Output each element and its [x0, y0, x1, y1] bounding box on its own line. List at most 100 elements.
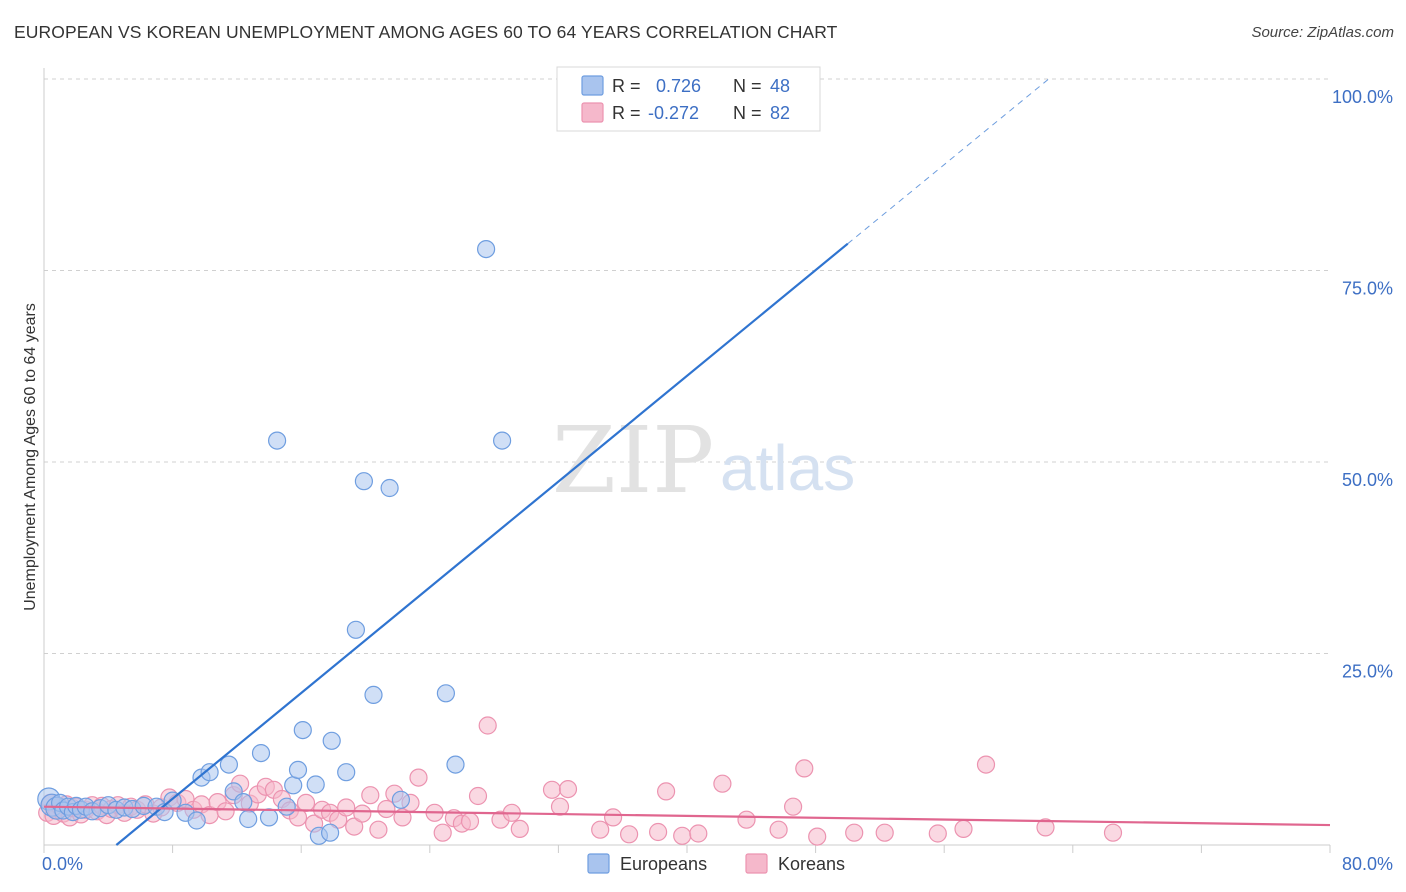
- europeans-point-31: [277, 797, 296, 816]
- y-axis-label: Unemployment Among Ages 60 to 64 years: [22, 303, 39, 611]
- koreans-point-53: [393, 808, 412, 827]
- koreans-point-81: [808, 827, 827, 846]
- europeans-point-23: [200, 763, 219, 782]
- koreans-point-82: [845, 823, 864, 842]
- legend-swatch-europeans: [581, 75, 604, 96]
- koreans-point-79: [783, 797, 803, 816]
- europeans-point-34: [293, 720, 312, 740]
- koreans-point-48: [353, 804, 372, 823]
- europeans-point-47: [477, 240, 496, 259]
- koreans-point-73: [656, 782, 676, 801]
- koreans-point-69: [591, 820, 610, 839]
- legend-r-value-europeans: 0.726: [656, 76, 701, 96]
- watermark-zip: ZIP: [552, 407, 714, 514]
- koreans-point-60: [460, 812, 480, 831]
- koreans-point-62: [478, 716, 497, 735]
- europeans-trend-extension: [847, 78, 1050, 245]
- koreans-point-40: [288, 808, 308, 827]
- koreans-point-66: [542, 780, 562, 799]
- europeans-point-32: [284, 776, 303, 795]
- chart-title: EUROPEAN VS KOREAN UNEMPLOYMENT AMONG AG…: [14, 22, 838, 42]
- axes: [43, 68, 1331, 853]
- koreans-point-49: [361, 786, 380, 805]
- legend-n-value-koreans: 82: [770, 103, 790, 123]
- koreans-point-85: [954, 819, 973, 839]
- europeans-point-48: [493, 431, 512, 450]
- bottom-legend: Europeans Koreans: [587, 853, 845, 874]
- watermark: ZIP atlas: [552, 407, 855, 514]
- europeans-point-40: [346, 620, 365, 639]
- koreans-point-83: [875, 823, 894, 842]
- europeans-point-28: [251, 743, 271, 763]
- europeans-point-21: [187, 811, 206, 830]
- europeans-point-26: [234, 792, 253, 812]
- legend-n-label-europeans: N =: [733, 76, 762, 96]
- europeans-point-30: [268, 431, 287, 450]
- y-tick-label-1: 50.0%: [1342, 470, 1393, 490]
- trend-lines: [43, 78, 1331, 846]
- koreans-point-76: [713, 774, 732, 793]
- y-tick-label-2: 75.0%: [1342, 279, 1393, 299]
- legend-r-value-koreans: -0.272: [648, 103, 699, 123]
- koreans-point-71: [619, 825, 639, 844]
- koreans-point-84: [928, 824, 947, 843]
- europeans-point-46: [446, 755, 465, 774]
- koreans-point-78: [769, 820, 788, 839]
- koreans-point-65: [510, 819, 529, 839]
- koreans-point-68: [558, 779, 578, 799]
- europeans-point-38: [322, 731, 341, 750]
- europeans-point-41: [354, 472, 373, 491]
- grid-lines: [44, 78, 1330, 654]
- europeans-points: [37, 69, 737, 845]
- y-tick-label-0: 25.0%: [1342, 662, 1393, 682]
- koreans-point-86: [976, 755, 996, 774]
- europeans-trend-line: [115, 242, 849, 846]
- watermark-atlas: atlas: [720, 432, 855, 504]
- koreans-trend-line: [43, 805, 1331, 827]
- koreans-point-51: [377, 799, 396, 819]
- europeans-point-35: [306, 775, 325, 794]
- koreans-point-87: [1036, 818, 1055, 837]
- bottom-legend-koreans: Koreans: [778, 854, 845, 874]
- tick-labels: 25.0% 50.0% 75.0% 100.0% 0.0% 80.0%: [42, 87, 1393, 874]
- source-label: Source: ZipAtlas.com: [1251, 24, 1394, 41]
- koreans-point-57: [433, 823, 452, 842]
- koreans-point-47: [345, 817, 364, 836]
- koreans-point-70: [603, 808, 623, 827]
- x-tick-label-1: 80.0%: [1342, 854, 1393, 874]
- europeans-point-45: [436, 684, 455, 703]
- koreans-point-72: [648, 822, 668, 842]
- europeans-point-29: [259, 808, 279, 827]
- koreans-point-61: [468, 786, 488, 806]
- koreans-point-31: [216, 802, 235, 821]
- legend-swatch-koreans: [581, 102, 604, 123]
- koreans-point-77: [737, 810, 756, 829]
- koreans-point-50: [369, 820, 388, 839]
- koreans-point-75: [689, 824, 708, 843]
- europeans-point-37: [321, 823, 340, 842]
- legend-n-label-koreans: N =: [733, 103, 762, 123]
- koreans-point-55: [409, 768, 428, 787]
- koreans-point-46: [337, 798, 356, 817]
- europeans-point-24: [219, 755, 238, 774]
- legend-r-label-europeans: R =: [612, 76, 641, 96]
- bottom-legend-swatch-koreans: [745, 853, 768, 874]
- koreans-point-88: [1103, 823, 1123, 842]
- bottom-legend-europeans: Europeans: [620, 854, 707, 874]
- europeans-point-33: [288, 760, 308, 780]
- koreans-point-41: [296, 793, 316, 813]
- europeans-point-39: [337, 763, 356, 782]
- europeans-point-27: [239, 809, 258, 829]
- europeans-point-42: [364, 685, 383, 705]
- legend-box: R = 0.726 N = 48 R = -0.272 N = 82: [556, 66, 821, 132]
- koreans-point-80: [795, 759, 814, 778]
- bottom-legend-swatch-europeans: [587, 853, 610, 874]
- europeans-point-43: [380, 478, 399, 498]
- legend-n-value-europeans: 48: [770, 76, 790, 96]
- legend-r-label-koreans: R =: [612, 103, 641, 123]
- koreans-point-74: [673, 826, 692, 845]
- y-tick-label-3: 100.0%: [1332, 87, 1393, 107]
- x-tick-label-0: 0.0%: [42, 854, 83, 874]
- europeans-point-44: [391, 790, 410, 809]
